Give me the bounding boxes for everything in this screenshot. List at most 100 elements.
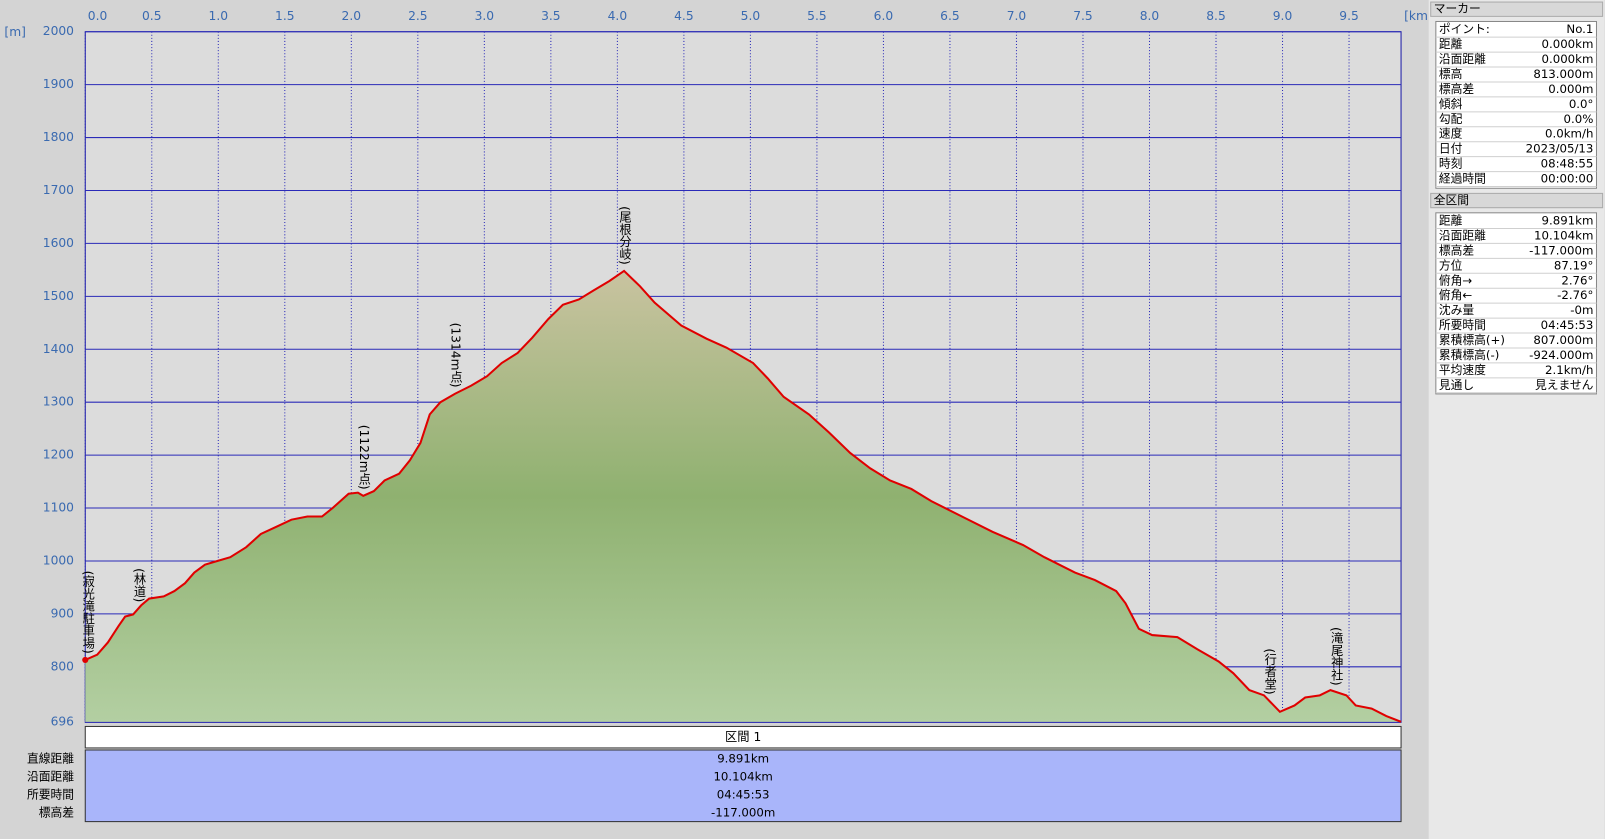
panel-value: -924.000m bbox=[1529, 348, 1593, 362]
x-tick-label: 9.5 bbox=[1339, 9, 1359, 23]
panel-value: -117.000m bbox=[1529, 243, 1593, 257]
section-values-cell bbox=[84, 749, 1402, 823]
y-tick-label: 1000 bbox=[43, 553, 74, 567]
panel-key: 所要時間 bbox=[1439, 318, 1486, 332]
annotation: (1314m点) bbox=[449, 323, 463, 388]
annotation: (1122m点) bbox=[357, 425, 371, 490]
panel-key: 累積標高(+) bbox=[1439, 333, 1505, 347]
y-tick-label: 1100 bbox=[43, 501, 74, 515]
panel-value: 2.1km/h bbox=[1545, 363, 1593, 377]
panel-title-bar bbox=[1430, 1, 1604, 17]
y-tick-label: 2000 bbox=[43, 24, 74, 38]
marker-box bbox=[1435, 20, 1597, 189]
panel-key: 速度 bbox=[1439, 127, 1463, 141]
x-tick-label: 1.0 bbox=[209, 9, 229, 23]
x-tick-label: 6.5 bbox=[940, 9, 960, 23]
y-tick-label: 800 bbox=[51, 659, 74, 673]
panel-value: 0.000km bbox=[1542, 37, 1594, 51]
area-fill bbox=[85, 270, 1402, 722]
panel-value: 10.104km bbox=[1534, 228, 1593, 242]
panel-value: 04:45:53 bbox=[1541, 318, 1594, 332]
section-table: 直線距離 9.891km 沿面距離 10.104km 所要時間 04:45:53 標高差 -1… bbox=[27, 752, 775, 820]
panel-key: 俯角→ bbox=[1439, 273, 1472, 287]
y-tick-label: 696 bbox=[51, 714, 75, 728]
x-unit: [km] bbox=[1404, 9, 1433, 23]
x-tick-label: 8.5 bbox=[1206, 9, 1226, 23]
panel-key: 累積標高(-) bbox=[1439, 348, 1499, 362]
panel-key: 時刻 bbox=[1439, 157, 1462, 171]
panel-title-bar bbox=[1430, 192, 1604, 209]
x-tick-label: 7.0 bbox=[1007, 9, 1027, 23]
panel-value: 00:00:00 bbox=[1541, 172, 1594, 186]
annotation: (滝尾神社) bbox=[1329, 627, 1343, 686]
x-tick-label: 0.0 bbox=[88, 9, 108, 23]
panel-title: 全区間 bbox=[1434, 193, 1469, 207]
x-tick-label: 4.5 bbox=[674, 9, 694, 23]
panel-key: 平均速度 bbox=[1439, 363, 1486, 377]
row-label: 標高差 bbox=[39, 805, 74, 819]
row-label: 所要時間 bbox=[27, 788, 74, 802]
x-tick-label: 0.5 bbox=[142, 9, 162, 23]
panel-key: 傾斜 bbox=[1439, 97, 1463, 111]
panel-value: 807.000m bbox=[1533, 333, 1593, 347]
x-tick-label: 3.0 bbox=[475, 9, 495, 23]
elevation-line bbox=[84, 269, 1402, 723]
panel-key: 標高差 bbox=[1439, 82, 1475, 96]
panel-value: -0m bbox=[1570, 303, 1593, 317]
annotation: (行者堂) bbox=[1263, 648, 1277, 694]
y-tick-label: 1600 bbox=[43, 236, 74, 250]
x-tick-label: 3.5 bbox=[541, 9, 561, 23]
row-value: 04:45:53 bbox=[717, 788, 770, 802]
panel-value: 813.000m bbox=[1533, 67, 1593, 81]
panel-key: 距離 bbox=[1439, 37, 1463, 51]
panel-key: 経過時間 bbox=[1439, 172, 1486, 186]
section-header: 区間 1 bbox=[725, 730, 761, 744]
annotation: (寂光滝駐車場) bbox=[81, 571, 95, 654]
y-tick-label: 1800 bbox=[43, 130, 74, 144]
panel-key: 見通し bbox=[1439, 378, 1474, 392]
panel-title: マーカー bbox=[1434, 2, 1481, 16]
x-tick-label: 1.5 bbox=[275, 9, 295, 23]
annotation: (林道) bbox=[132, 568, 146, 602]
y-tick-label: 1900 bbox=[43, 77, 74, 91]
panel-value: 0.000m bbox=[1548, 82, 1593, 96]
y-tick-label: 1300 bbox=[43, 395, 74, 409]
panel-value: 0.0km/h bbox=[1545, 127, 1593, 141]
panel-value: 0.000km bbox=[1542, 52, 1594, 66]
y-tick-label: 900 bbox=[51, 606, 74, 620]
panel-key: 沿面距離 bbox=[1439, 52, 1486, 66]
x-tick-label: 5.0 bbox=[741, 9, 761, 23]
panel-key: 方位 bbox=[1439, 258, 1463, 272]
y-unit: [m] bbox=[4, 25, 26, 39]
y-tick-label: 1500 bbox=[43, 289, 74, 303]
panel-value: 2.76° bbox=[1561, 273, 1593, 287]
row-value: -117.000m bbox=[711, 805, 775, 819]
panel-key: ポイント: bbox=[1439, 22, 1490, 36]
panel-value: 08:48:55 bbox=[1541, 157, 1594, 171]
panel-value: 9.891km bbox=[1542, 214, 1594, 228]
row-value: 9.891km bbox=[717, 752, 769, 766]
x-tick-label: 9.0 bbox=[1273, 9, 1293, 23]
x-tick-label: 5.5 bbox=[807, 9, 827, 23]
x-tick-label: 6.0 bbox=[874, 9, 894, 23]
panel-key: 勾配 bbox=[1439, 112, 1463, 126]
x-tick-label: 2.0 bbox=[342, 9, 362, 23]
marker-point bbox=[82, 656, 89, 663]
section-header-cell bbox=[84, 725, 1402, 749]
panel-key: 標高 bbox=[1439, 67, 1462, 81]
panel-value: 見えません bbox=[1535, 378, 1594, 392]
panel-value: 0.0° bbox=[1569, 97, 1594, 111]
annotation: (尾根分岐) bbox=[618, 206, 632, 265]
panel-value: 87.19° bbox=[1554, 258, 1594, 272]
panel-key: 沿面距離 bbox=[1439, 228, 1486, 242]
panel-key: 沈み量 bbox=[1439, 303, 1475, 317]
x-tick-label: 8.0 bbox=[1140, 9, 1160, 23]
panel-key: 標高差 bbox=[1439, 243, 1475, 257]
row-label: 沿面距離 bbox=[27, 770, 74, 784]
panels: ポイント: No.1 距離 0.000km 沿面距離 0.000km 標高 813.000m 標… bbox=[1435, 22, 1597, 394]
panel-value: -2.76° bbox=[1557, 288, 1593, 302]
plot: 696 800 900 1000 1100 1200 1300 1400 1500 1600 170… bbox=[43, 9, 1402, 728]
x-tick-label: 4.0 bbox=[608, 9, 628, 23]
